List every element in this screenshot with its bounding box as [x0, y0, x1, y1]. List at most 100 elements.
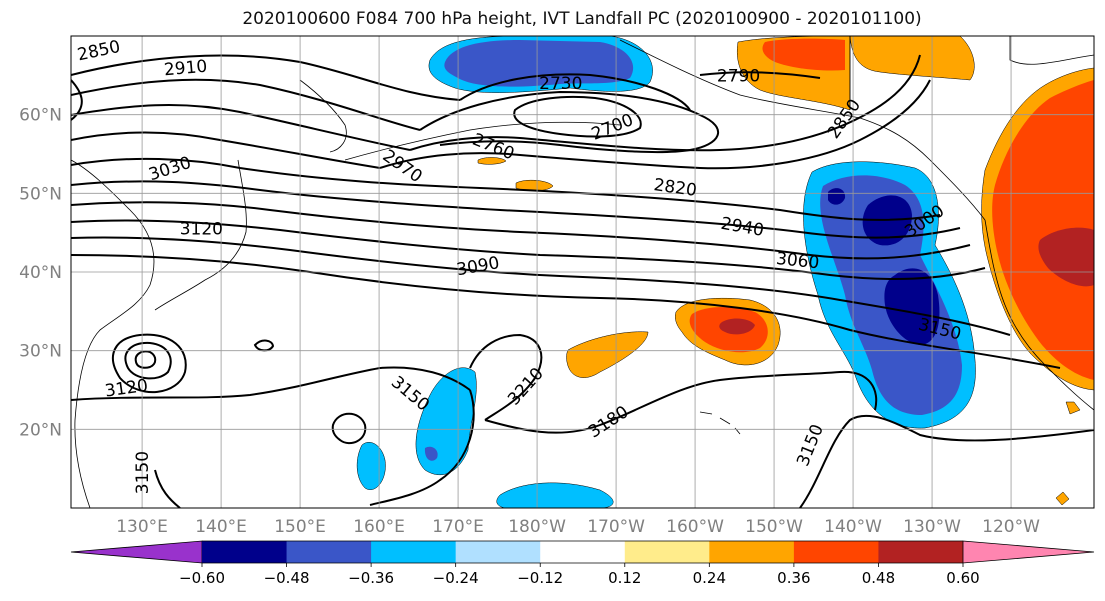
coastline-asia — [71, 159, 155, 508]
contour-label: 2730 — [539, 74, 582, 94]
map-frame — [70, 35, 1095, 509]
height-contour — [71, 157, 941, 221]
coastline-japan — [154, 159, 247, 311]
latitude-tick-label: 50°N — [19, 184, 62, 204]
contour-label-text: 3150 — [133, 451, 153, 494]
contour-label-text: 3060 — [775, 249, 820, 273]
colorbar-segment — [286, 541, 372, 563]
positive-anomaly-region — [992, 80, 1094, 380]
positive-anomaly-region — [566, 331, 649, 378]
colorbar-ticks: −0.60 −0.48 −0.36 −0.24 −0.12 0.12 0.24 0.36 0.4… — [179, 563, 980, 587]
height-contour — [379, 79, 931, 170]
contour-label-text: 2730 — [539, 74, 582, 94]
colorbar-extend-low — [70, 540, 203, 564]
graticule — [71, 36, 1094, 508]
contour-label: 3060 — [775, 249, 820, 273]
latitude-tick-label: 30°N — [19, 342, 62, 362]
negative-anomaly-region — [884, 268, 940, 345]
colorbar-tick-label: −0.36 — [348, 569, 394, 587]
longitude-tick-label: 180°W — [508, 517, 566, 537]
height-contour — [799, 414, 1094, 508]
height-contour — [71, 254, 1061, 369]
colorbar-segments — [70, 540, 1095, 564]
height-contour — [111, 333, 187, 394]
figure-title: 2020100600 F084 700 hPa height, IVT Land… — [242, 9, 922, 29]
colorbar-tick-label: 0.12 — [608, 569, 641, 587]
negative-anomaly-region — [356, 442, 386, 490]
height-contour — [253, 339, 275, 352]
latitude-tick-label: 20°N — [19, 420, 62, 440]
positive-anomaly-region — [1055, 491, 1070, 506]
height-contour — [134, 350, 157, 369]
longitude-tick-label: 170°E — [432, 517, 484, 537]
height-contour — [369, 389, 475, 506]
positive-anomaly-region — [762, 38, 845, 71]
height-contour — [459, 73, 691, 111]
colorbar-segment — [202, 541, 288, 563]
colorbar-segment — [624, 541, 710, 563]
lat-axis: 60°N 50°N 40°N 30°N 20°N — [19, 106, 62, 441]
height-contour — [469, 333, 543, 421]
longitude-tick-label: 170°W — [587, 517, 645, 537]
height-contour — [71, 54, 461, 101]
contour-label-text: 2790 — [717, 66, 760, 86]
height-contour — [513, 95, 642, 138]
negative-anomaly-region — [424, 446, 438, 461]
longitude-tick-label: 140°W — [824, 517, 882, 537]
colorbar-tick-label: 0.24 — [693, 569, 726, 587]
colorbar-segment — [709, 541, 795, 563]
height-contour — [409, 54, 921, 152]
colorbar-tick-label: −0.12 — [517, 569, 563, 587]
positive-anomaly-region — [477, 157, 507, 165]
colorbar-tick-label: 0.60 — [946, 569, 979, 587]
coastline-alaska — [619, 39, 986, 221]
latitude-tick-label: 40°N — [19, 263, 62, 283]
contour-label: 2790 — [717, 66, 760, 86]
coastlines — [71, 36, 1094, 508]
colorbar-tick-label: 0.36 — [777, 569, 810, 587]
longitude-tick-label: 120°W — [982, 517, 1040, 537]
colorbar-segment — [455, 541, 541, 563]
contour-label: 3150 — [133, 451, 153, 494]
contour-label: 3120 — [180, 220, 223, 240]
longitude-tick-label: 160°W — [666, 517, 724, 537]
longitude-tick-label: 150°W — [745, 517, 803, 537]
contour-label-text: 2910 — [163, 57, 208, 81]
height-contour — [71, 180, 961, 239]
height-contour — [419, 90, 720, 154]
contour-label: 2910 — [163, 57, 208, 81]
positive-anomaly-region — [849, 36, 975, 81]
negative-anomaly-region — [828, 188, 846, 205]
height-contour — [71, 201, 971, 260]
latitude-tick-label: 60°N — [19, 106, 62, 126]
positive-anomaly-region — [1065, 401, 1081, 415]
colorbar-tick-label: −0.24 — [433, 569, 479, 587]
colorbar-extend-high — [962, 540, 1095, 564]
colorbar-segment — [540, 541, 626, 563]
colorbar-tick-label: −0.60 — [179, 569, 225, 587]
height-contour — [154, 469, 181, 508]
height-contour — [71, 78, 421, 131]
coastline-kamchatka — [299, 79, 347, 153]
colorbar-segment — [371, 541, 457, 563]
height-contour — [71, 366, 471, 401]
colorbar-tick-label: 0.48 — [862, 569, 895, 587]
positive-anomaly-region — [719, 318, 755, 335]
longitude-tick-label: 140°E — [195, 517, 247, 537]
lon-axis: 130°E 140°E 150°E 160°E 170°E 180°W 170°W 160°W… — [116, 517, 1040, 537]
height-contour — [124, 341, 172, 380]
longitude-tick-label: 130°W — [903, 517, 961, 537]
coastline-us-west — [984, 219, 1094, 411]
colorbar-segment — [793, 541, 879, 563]
height-contour — [71, 219, 986, 281]
contour-label-text: 3120 — [180, 220, 223, 240]
coastline-aleutians — [344, 121, 621, 161]
height-contour — [699, 71, 821, 79]
height-contour — [71, 236, 1011, 336]
colorbar-segment — [878, 541, 964, 563]
colorbar-tick-label: −0.48 — [264, 569, 310, 587]
height-contour — [71, 103, 411, 151]
height-contour — [71, 79, 83, 121]
